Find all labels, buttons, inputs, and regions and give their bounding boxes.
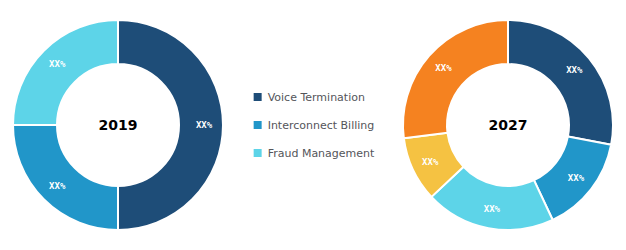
svg-text:XX%: XX% [49,181,66,191]
svg-text:XX%: XX% [484,204,501,214]
svg-text:2027: 2027 [489,117,528,133]
svg-text:XX%: XX% [566,65,583,75]
svg-text:XX%: XX% [435,63,452,73]
svg-text:XX%: XX% [422,157,439,167]
svg-text:Interconnect Billing: Interconnect Billing [268,119,375,132]
svg-text:XX%: XX% [568,173,585,183]
svg-text:2019: 2019 [99,117,138,133]
svg-text:XX%: XX% [196,120,213,130]
svg-text:Fraud Management: Fraud Management [268,147,375,160]
svg-text:Voice Termination: Voice Termination [268,91,365,104]
svg-text:XX%: XX% [49,59,66,69]
